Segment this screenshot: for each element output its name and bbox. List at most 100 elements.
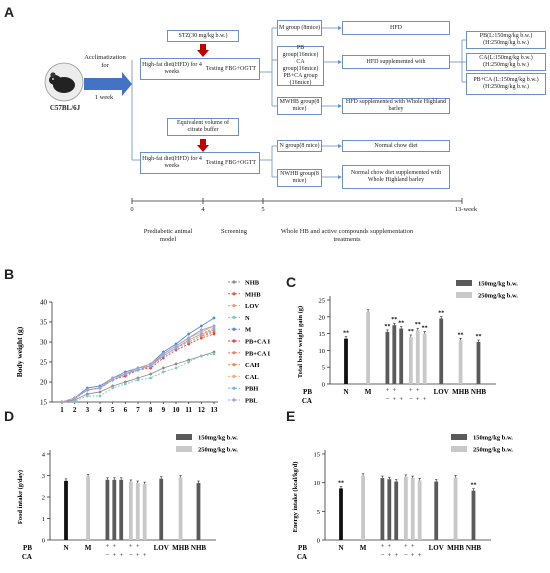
x-category-label: M — [360, 544, 367, 552]
dose-pbca-box: PB+CA (L:150mg/kg b.w.) (H:250mg/kg b.w.… — [466, 73, 546, 95]
pb-sign: + — [416, 387, 420, 394]
bar — [471, 490, 476, 540]
buffer-box: Equivalent volume of citrate buffer — [167, 118, 239, 136]
x-category-label: NHB — [191, 544, 207, 552]
bar — [394, 481, 399, 540]
legend-marker — [232, 339, 236, 343]
legend-label: NHB — [245, 280, 260, 287]
panel-label-a: A — [4, 4, 15, 20]
ca-sign: + — [418, 552, 422, 559]
row-label-ca: CA — [22, 553, 32, 561]
ca-sign: − — [106, 552, 110, 559]
data-point — [123, 370, 127, 374]
data-point — [161, 352, 165, 356]
data-point — [212, 316, 216, 320]
group-nwhb-box: NWHB group(8 mice) — [277, 169, 322, 187]
significance-mark: ** — [475, 334, 481, 340]
data-point — [174, 362, 178, 366]
mouse-strain-label: C57BL/6J — [49, 104, 81, 112]
data-point — [187, 336, 191, 340]
x-tick-label: 2 — [73, 406, 77, 412]
series-line — [61, 325, 215, 403]
dose-pb-box: PB(L:150mg/kg b.w.) (H:250mg/kg b.w.) — [466, 31, 546, 49]
legend-marker — [232, 351, 236, 355]
legend-label: 250mg/kg b.w. — [473, 447, 513, 454]
data-point — [199, 332, 203, 336]
x-category-label: M — [85, 544, 92, 552]
ca-sign: + — [416, 396, 420, 403]
x-category-label: NHB — [466, 544, 482, 552]
x-category-label: MHB — [447, 544, 464, 552]
energy-intake-bar-chart: 0 5 10 15 Energy intake (kcal/kg/d) ** ** N M LOV… — [292, 434, 513, 561]
ca-sign: + — [136, 552, 140, 559]
data-point — [212, 332, 216, 336]
ca-sign: + — [387, 552, 391, 559]
bar — [380, 478, 385, 540]
legend-swatch — [456, 280, 472, 286]
x-category-label: NHB — [471, 388, 487, 396]
x-tick-label: 10 — [173, 406, 181, 412]
group-n-box: N group(8 mice) — [277, 140, 322, 152]
testing-bottom-label: Testing FBG+OGTT — [205, 159, 257, 166]
data-point — [187, 342, 191, 346]
data-point — [111, 376, 115, 380]
legend-swatch — [451, 434, 467, 440]
bar — [361, 475, 365, 540]
legend-marker — [232, 363, 236, 367]
group-ca-label: CA group(16mice) — [282, 59, 319, 72]
x-category-label: N — [338, 544, 343, 552]
y-tick-label: 25 — [40, 359, 48, 367]
y-tick-label: 15 — [314, 452, 321, 459]
hfd-top-label: High-fat diet(HFD) for 4 weeks — [142, 62, 202, 75]
diet-normal-box: Normal chow diet — [342, 140, 450, 152]
y-axis-label: Total body weight gain (g) — [297, 306, 304, 378]
data-point — [212, 330, 216, 334]
series-line — [61, 325, 215, 403]
acclimatization-label: Acclimatization for — [84, 54, 126, 69]
diet-hfd-box: HFD — [342, 21, 450, 35]
bar — [142, 484, 147, 540]
y-tick-label: 4 — [42, 452, 46, 459]
hfd-bottom-label: High-fat diet(HFD) for 4 weeks — [142, 156, 202, 169]
bar — [458, 340, 463, 384]
group-pbca-box: PB group(16mice) CA group(16mice) PB+CA … — [277, 45, 324, 86]
bar — [119, 479, 124, 540]
data-point — [212, 324, 216, 328]
dose-ca-box: CA(L:150mg/kg b.w.) (H:250mg/kg b.w.) — [466, 53, 546, 71]
ca-sign: + — [143, 552, 147, 559]
data-point — [161, 350, 165, 354]
bar — [387, 479, 392, 540]
y-tick-label: 2 — [42, 495, 45, 502]
x-tick-label: 6 — [124, 406, 128, 412]
bar — [410, 478, 415, 540]
x-tick-label: 1 — [60, 406, 64, 412]
row-label-pb: PB — [298, 544, 307, 552]
data-point — [149, 366, 153, 370]
pb-sign: + — [409, 387, 413, 394]
data-point — [111, 378, 115, 382]
data-point — [123, 374, 127, 378]
legend-label: PB+CA H — [245, 339, 270, 346]
panel-label-b: B — [4, 266, 15, 282]
ca-sign: − — [409, 396, 413, 403]
legend-marker — [232, 374, 236, 378]
y-tick-label: 40 — [40, 299, 48, 307]
data-point — [174, 342, 178, 346]
data-point — [123, 380, 127, 384]
data-point — [187, 360, 191, 364]
legend-label: 250mg/kg b.w. — [478, 293, 518, 300]
timeline-tick-13: 13-week — [454, 206, 478, 213]
bar — [415, 330, 420, 384]
data-point — [123, 382, 127, 386]
ca-sign: + — [399, 396, 403, 403]
bar — [344, 338, 348, 384]
data-point — [136, 378, 140, 382]
row-label-pb: PB — [23, 544, 32, 552]
bar — [422, 333, 427, 384]
ca-sign: + — [119, 552, 123, 559]
ca-sign: − — [129, 552, 133, 559]
ca-sign: + — [112, 552, 116, 559]
data-point — [149, 362, 153, 366]
